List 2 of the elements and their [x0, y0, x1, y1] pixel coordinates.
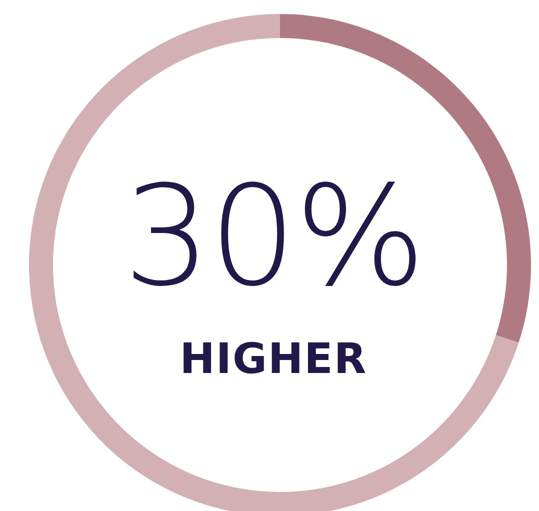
text: 30% — [122, 156, 425, 317]
text: HIGHER — [178, 334, 368, 383]
